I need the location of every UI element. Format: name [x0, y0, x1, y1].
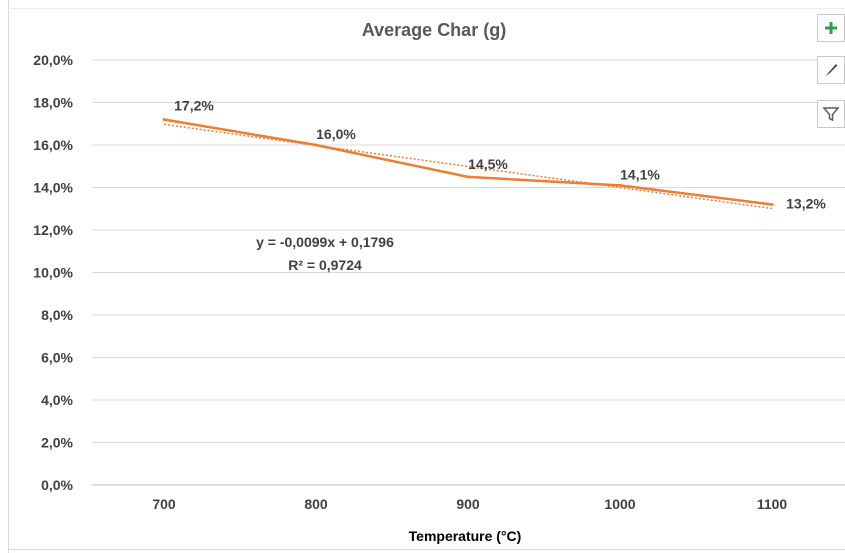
chart-filters-icon: [822, 105, 840, 123]
gridlines: [92, 59, 845, 486]
x-tick-label: 800: [304, 496, 328, 512]
data-point[interactable]: [466, 175, 470, 179]
chart-elements-button[interactable]: [817, 14, 845, 42]
y-tick-label: 16,0%: [33, 137, 73, 153]
data-label[interactable]: 13,2%: [786, 196, 826, 212]
x-tick-label: 1100: [757, 496, 788, 512]
chart-frame-top: [8, 8, 845, 9]
data-labels-group: 17,2% 16,0% 14,5% 14,1% 13,2%: [174, 98, 826, 212]
x-tick-label: 1000: [604, 496, 635, 512]
y-tick-label: 12,0%: [33, 222, 73, 238]
series-group: [162, 118, 774, 206]
y-tick-label: 4,0%: [41, 392, 73, 408]
data-point[interactable]: [162, 118, 166, 121]
x-tick-label: 900: [456, 496, 480, 512]
x-axis-title[interactable]: Temperature (°C): [409, 528, 522, 544]
y-tick-label: 14,0%: [33, 180, 73, 196]
y-tick-label: 18,0%: [33, 95, 73, 111]
y-axis-tick-labels: 0,0% 2,0% 4,0% 6,0% 8,0% 10,0% 12,0% 14,0% 16,0%…: [33, 52, 73, 493]
chart-styles-button[interactable]: [817, 56, 845, 84]
trendline-r-squared[interactable]: R² = 0,9724: [288, 257, 362, 273]
x-tick-label: 700: [152, 496, 176, 512]
y-tick-label: 6,0%: [41, 350, 73, 366]
data-label[interactable]: 14,1%: [620, 166, 660, 182]
data-point[interactable]: [770, 203, 774, 206]
y-tick-label: 8,0%: [41, 307, 73, 323]
y-tick-label: 2,0%: [41, 435, 73, 451]
y-tick-label: 10,0%: [33, 265, 73, 281]
trendline-equation[interactable]: y = -0,0099x + 0,1796: [256, 234, 394, 250]
data-point[interactable]: [314, 143, 318, 147]
chart-styles-icon: [822, 61, 840, 79]
chart-elements-icon: [823, 20, 839, 36]
data-label[interactable]: 14,5%: [468, 156, 508, 172]
y-tick-label: 0,0%: [41, 477, 73, 493]
data-label[interactable]: 16,0%: [316, 126, 356, 142]
chart-frame-left: [8, 0, 9, 553]
chart-filters-button[interactable]: [817, 100, 845, 128]
data-point[interactable]: [618, 183, 622, 187]
x-axis-tick-labels: 700 800 900 1000 1100: [152, 496, 787, 512]
data-label[interactable]: 17,2%: [174, 98, 214, 114]
chart-title[interactable]: Average Char (g): [362, 20, 506, 40]
y-tick-label: 20,0%: [33, 52, 73, 68]
chart-frame-bottom: [8, 549, 845, 550]
